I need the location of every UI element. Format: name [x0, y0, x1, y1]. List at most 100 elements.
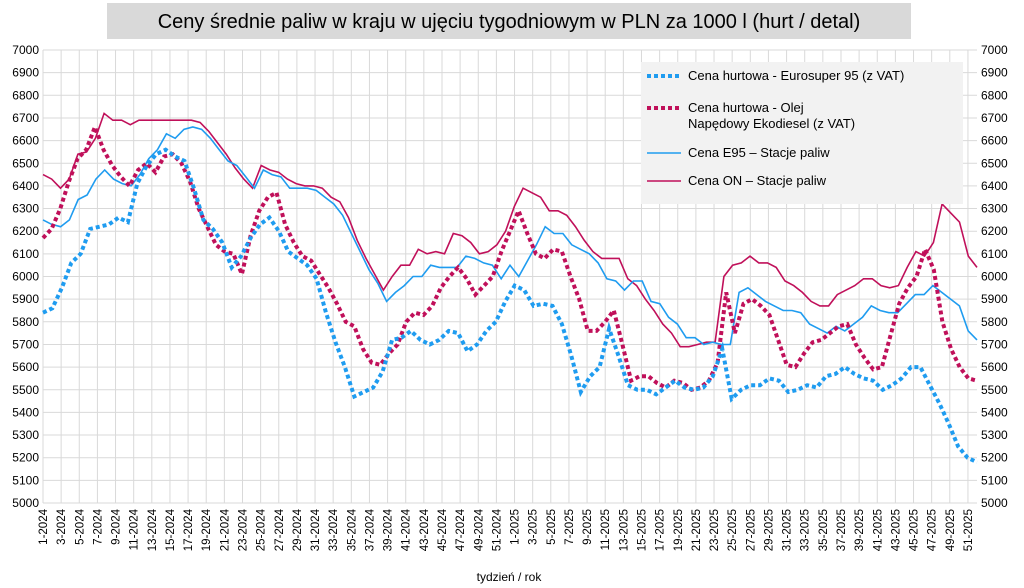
y-tick-label-right: 6100: [981, 247, 1008, 261]
x-tick-label: 5-2025: [546, 509, 558, 545]
y-axis-right: 5000 5100 5200 5300 5400 5500 5600 5700 5800 5900…: [981, 43, 1008, 510]
x-tick-label: 43-2024: [419, 508, 431, 551]
x-tick-label: 41-2024: [401, 508, 413, 551]
y-tick-label-right: 6200: [981, 224, 1008, 238]
x-tick-label: 37-2025: [836, 509, 848, 551]
x-tick-label: 23-2025: [709, 509, 721, 551]
x-tick-label: 45-2025: [909, 509, 921, 551]
x-tick-label: 1-2025: [510, 509, 522, 545]
series-line-0: [42, 147, 978, 465]
y-tick-label-left: 5200: [12, 451, 39, 465]
x-tick-label: 15-2024: [165, 508, 177, 551]
y-axis-left: 5000 5100 5200 5300 5400 5500 5600 5700 5800 5900…: [12, 43, 39, 510]
y-tick-label-right: 5300: [981, 428, 1008, 442]
x-tick-label: 19-2024: [201, 508, 213, 551]
x-tick-label: 1-2024: [38, 508, 50, 544]
x-tick-label: 43-2025: [890, 509, 902, 551]
x-tick-label: 11-2024: [129, 508, 141, 550]
x-tick-label: 17-2024: [183, 508, 195, 551]
legend-label: Cena hurtowa - Olej Napędowy Ekodiesel (z…: [688, 100, 855, 131]
legend-label: Cena ON – Stacje paliw: [688, 173, 827, 188]
x-axis-label: tydzień / rok: [477, 570, 543, 584]
y-tick-label-right: 6400: [981, 179, 1008, 193]
y-tick-label-right: 6700: [981, 111, 1008, 125]
y-tick-label-left: 7000: [12, 43, 39, 57]
x-tick-label: 31-2024: [310, 508, 322, 551]
y-tick-label-left: 5900: [12, 292, 39, 306]
series-lines: [41, 112, 978, 465]
legend: Cena hurtowa - Eurosuper 95 (z VAT) Cena …: [641, 62, 963, 204]
y-tick-label-left: 5700: [12, 337, 39, 351]
series-line-3: [42, 112, 978, 348]
y-tick-label-left: 6000: [12, 270, 39, 284]
y-tick-label-right: 6500: [981, 156, 1008, 170]
y-tick-label-left: 6800: [12, 88, 39, 102]
x-tick-label: 39-2024: [383, 508, 395, 551]
y-tick-label-left: 6700: [12, 111, 39, 125]
y-tick-label-left: 6900: [12, 66, 39, 80]
x-tick-label: 37-2024: [364, 508, 376, 551]
y-tick-label-right: 5500: [981, 383, 1008, 397]
x-tick-label: 33-2024: [328, 508, 340, 551]
y-tick-label-left: 6600: [12, 134, 39, 148]
y-tick-label-right: 5100: [981, 473, 1008, 487]
x-tick-label: 35-2024: [346, 508, 358, 551]
x-tick-label: 49-2025: [945, 509, 957, 551]
y-tick-label-left: 6100: [12, 247, 39, 261]
x-tick-label: 21-2025: [691, 509, 703, 551]
x-tick-label: 25-2024: [256, 508, 268, 551]
x-tick-label: 29-2024: [292, 508, 304, 551]
series-line-2: [42, 126, 978, 346]
y-tick-label-left: 5500: [12, 383, 39, 397]
y-tick-label-right: 6900: [981, 66, 1008, 80]
legend-label: Cena hurtowa - Eurosuper 95 (z VAT): [688, 68, 904, 83]
x-tick-label: 9-2025: [582, 509, 594, 545]
legend-box: [641, 62, 963, 204]
x-tick-label: 49-2024: [473, 508, 485, 551]
x-tick-label: 3-2024: [56, 508, 68, 544]
legend-label: Cena E95 – Stacje paliw: [688, 145, 830, 160]
x-tick-label: 27-2024: [274, 508, 286, 551]
x-tick-label: 7-2024: [92, 508, 104, 544]
y-tick-label-left: 6200: [12, 224, 39, 238]
y-tick-label-right: 5900: [981, 292, 1008, 306]
y-tick-label-right: 7000: [981, 43, 1008, 57]
x-tick-label: 27-2025: [745, 509, 757, 551]
y-tick-label-right: 6600: [981, 134, 1008, 148]
x-tick-label: 31-2025: [782, 509, 794, 551]
x-tick-label: 35-2025: [818, 509, 830, 551]
x-tick-label: 7-2025: [564, 509, 576, 545]
x-tick-label: 17-2025: [655, 509, 667, 551]
y-tick-label-right: 5600: [981, 360, 1008, 374]
x-tick-label: 39-2025: [854, 509, 866, 551]
y-tick-label-left: 6300: [12, 202, 39, 216]
x-tick-label: 3-2025: [528, 509, 540, 545]
x-tick-label: 15-2025: [636, 509, 648, 551]
x-tick-label: 25-2025: [727, 509, 739, 551]
x-tick-label: 29-2025: [763, 509, 775, 551]
x-tick-label: 9-2024: [111, 508, 123, 544]
title-background: [107, 3, 911, 39]
x-axis: 1-2024 3-2024 5-2024 7-2024 9-2024 11-2024 13-…: [38, 508, 975, 551]
y-tick-label-left: 5400: [12, 405, 39, 419]
y-tick-label-right: 6000: [981, 270, 1008, 284]
y-tick-label-left: 6500: [12, 156, 39, 170]
x-tick-label: 11-2025: [600, 509, 612, 550]
x-tick-label: 23-2024: [237, 508, 249, 551]
x-tick-label: 47-2025: [927, 509, 939, 551]
x-tick-label: 21-2024: [219, 508, 231, 551]
y-tick-label-left: 5600: [12, 360, 39, 374]
y-tick-label-left: 5100: [12, 473, 39, 487]
x-tick-label: 13-2024: [147, 508, 159, 551]
y-tick-label-right: 5700: [981, 337, 1008, 351]
chart-title: Ceny średnie paliw w kraju w ujęciu tygo…: [158, 11, 861, 33]
y-tick-label-right: 6300: [981, 202, 1008, 216]
y-tick-label-left: 5800: [12, 315, 39, 329]
x-tick-label: 13-2025: [618, 509, 630, 551]
x-tick-label: 41-2025: [872, 509, 884, 551]
x-tick-label: 47-2024: [455, 508, 467, 551]
y-tick-label-right: 5400: [981, 405, 1008, 419]
x-tick-label: 51-2025: [963, 509, 975, 551]
y-tick-label-left: 6400: [12, 179, 39, 193]
